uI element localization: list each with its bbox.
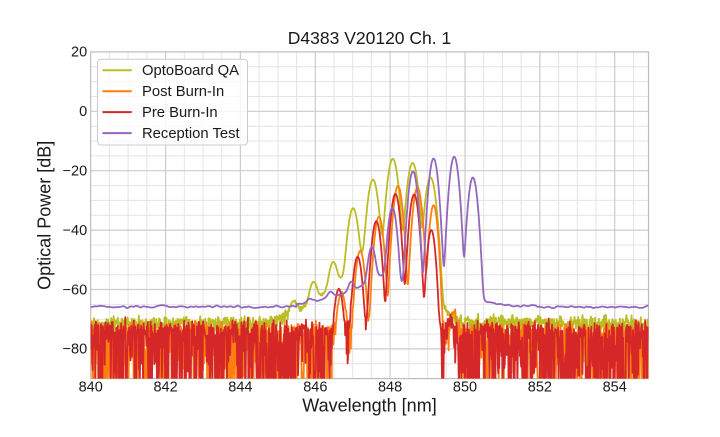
svg-text:OptoBoard QA: OptoBoard QA — [142, 63, 239, 79]
svg-text:Pre Burn-In: Pre Burn-In — [142, 105, 218, 121]
svg-text:−40: −40 — [63, 223, 88, 239]
svg-text:844: 844 — [228, 380, 252, 396]
svg-text:Post Burn-In: Post Burn-In — [142, 84, 224, 100]
svg-text:−80: −80 — [63, 342, 88, 358]
svg-text:850: 850 — [453, 380, 477, 396]
svg-text:−20: −20 — [63, 164, 88, 180]
svg-text:0: 0 — [79, 104, 87, 120]
svg-text:Wavelength [nm]: Wavelength [nm] — [302, 396, 436, 416]
svg-text:842: 842 — [153, 380, 177, 396]
svg-text:−60: −60 — [63, 282, 88, 298]
svg-text:Optical Power [dB]: Optical Power [dB] — [35, 141, 55, 290]
svg-text:840: 840 — [79, 380, 103, 396]
svg-text:D4383 V20120 Ch. 1: D4383 V20120 Ch. 1 — [288, 28, 451, 48]
svg-text:854: 854 — [603, 380, 627, 396]
svg-text:852: 852 — [528, 380, 552, 396]
svg-text:20: 20 — [71, 45, 87, 61]
svg-text:Reception Test: Reception Test — [142, 126, 240, 142]
svg-text:848: 848 — [378, 380, 402, 396]
svg-text:846: 846 — [303, 380, 327, 396]
